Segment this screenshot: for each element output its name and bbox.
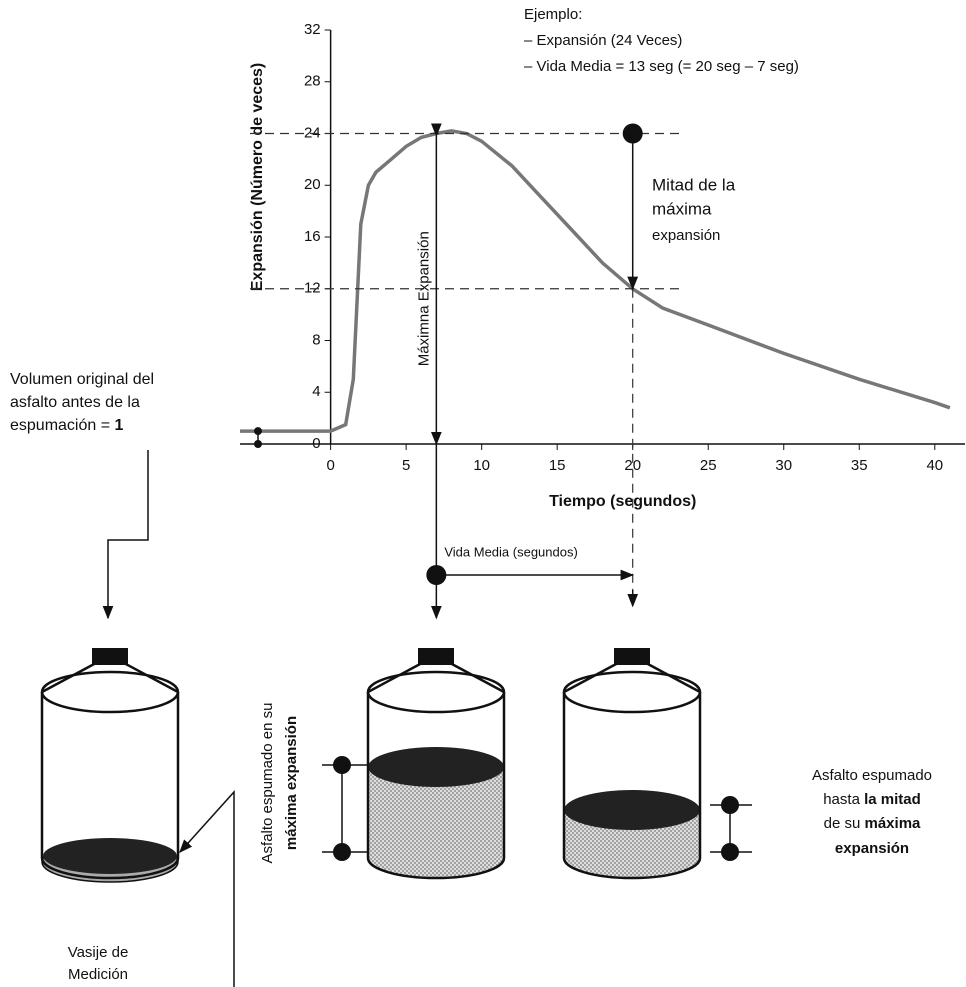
x-tick-label: 15 [549, 457, 566, 474]
bracket-dots [333, 756, 739, 861]
left-note: Volumen original del [10, 371, 154, 388]
foam-top [564, 790, 700, 830]
wall [562, 692, 702, 880]
orig-dot [254, 427, 262, 436]
right-note: expansión [835, 840, 909, 857]
hanger [41, 661, 179, 694]
vessel [40, 648, 180, 883]
x-axis-label: Tiempo (segundos) [549, 493, 696, 510]
right-note: de su máxima [824, 815, 921, 832]
y-axis-label: Expansión (Número de veces) [249, 63, 266, 292]
asphalt [43, 838, 177, 874]
vessel [562, 648, 702, 880]
rim [562, 670, 702, 714]
foam [368, 767, 504, 878]
cap [92, 648, 128, 665]
half-life-label: Vida Media (segundos) [444, 544, 577, 559]
x-tick-label: 0 [326, 457, 334, 474]
example: Ejemplo: [524, 6, 582, 23]
hanger [367, 661, 505, 694]
cap [614, 648, 650, 665]
middle-note: máxima expansión [283, 716, 300, 850]
vessel-label: Vasije de [68, 944, 129, 961]
right-note: Asfalto espumado [812, 767, 932, 784]
vessels [40, 648, 702, 883]
arrow [179, 790, 235, 987]
wall [40, 692, 180, 880]
foam-top [368, 747, 504, 787]
y-tick-label: 32 [304, 21, 321, 38]
y-tick-label: 8 [312, 331, 320, 348]
x-tick-label: 10 [473, 457, 490, 474]
y-tick-label: 4 [312, 383, 320, 400]
left-note: espumación = 1 [10, 417, 124, 434]
hanger [563, 661, 701, 694]
dot [721, 796, 739, 814]
orig-dot [254, 440, 262, 448]
x-tick-label: 5 [402, 457, 410, 474]
left-note: asfalto antes de la [10, 394, 140, 411]
right-note: hasta la mitad [823, 791, 921, 808]
dot [721, 843, 739, 861]
half-label: Mitad de la [652, 175, 736, 194]
dot [333, 756, 351, 774]
curve [240, 129, 951, 433]
dot [333, 843, 351, 861]
rim [366, 670, 506, 714]
bracket [322, 764, 370, 853]
x-tick-label: 30 [775, 457, 792, 474]
example: – Vida Media = 13 seg (= 20 seg – 7 seg) [524, 58, 799, 75]
max-label: Máximna Expansión [415, 231, 432, 366]
x-tick-label: 40 [926, 457, 943, 474]
middle-note: Asfalto espumado en su [259, 703, 276, 864]
cap [418, 648, 454, 665]
x-tick-label: 35 [851, 457, 868, 474]
x-tick-label: 25 [700, 457, 717, 474]
x-tick-label: 20 [624, 457, 641, 474]
y-tick-label: 0 [312, 435, 320, 452]
half-label: expansión [652, 227, 720, 244]
notes: Ejemplo: – Expansión (24 Veces) – Vida M… [10, 6, 932, 983]
wall [366, 692, 506, 880]
half-label: máxima [652, 199, 712, 218]
vessel [366, 648, 506, 880]
vessel-label: Medición [68, 966, 128, 983]
connectors [102, 450, 752, 987]
example: – Expansión (24 Veces) [524, 32, 682, 49]
rim [40, 670, 180, 714]
y-tick-label: 28 [304, 73, 321, 90]
y-tick-label: 16 [304, 228, 321, 245]
arrow [102, 450, 149, 620]
y-tick-label: 20 [304, 176, 321, 193]
